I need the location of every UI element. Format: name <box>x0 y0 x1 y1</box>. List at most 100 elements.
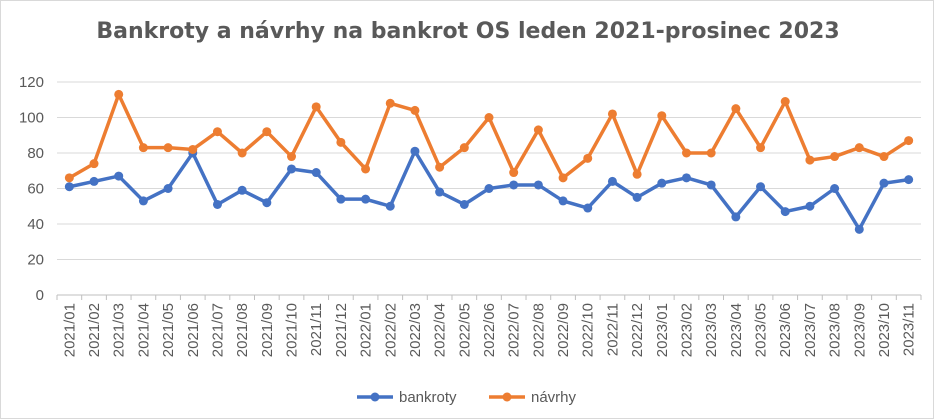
data-point <box>114 171 124 181</box>
data-point <box>336 194 346 204</box>
x-tick-label: 2022/12 <box>629 303 646 357</box>
x-tick-label: 2023/11 <box>901 303 918 356</box>
data-point <box>854 143 864 153</box>
data-point <box>509 168 519 178</box>
data-point <box>410 105 420 115</box>
data-point <box>163 184 173 193</box>
data-point <box>583 203 593 213</box>
series-line-1 <box>67 92 911 180</box>
data-point <box>385 201 395 211</box>
x-tick-label: 2021/05 <box>160 303 177 357</box>
data-point <box>212 127 222 137</box>
data-point <box>805 155 815 165</box>
data-point <box>583 153 593 163</box>
data-point <box>904 136 914 146</box>
x-tick-label: 2021/09 <box>259 303 276 357</box>
data-point <box>435 187 445 197</box>
y-tick-label: 100 <box>19 110 44 127</box>
x-tick-label: 2023/03 <box>703 303 720 357</box>
data-point <box>89 176 99 186</box>
data-point <box>459 199 469 209</box>
data-point <box>632 192 642 202</box>
data-point <box>138 143 148 153</box>
data-point <box>558 173 568 183</box>
y-tick-label: 0 <box>36 287 44 304</box>
data-point <box>237 185 247 195</box>
data-point <box>138 196 148 206</box>
x-tick-label: 2023/08 <box>827 303 844 357</box>
data-point <box>361 164 371 174</box>
x-tick-label: 2022/08 <box>530 303 547 357</box>
data-point <box>780 97 790 107</box>
legend: bankroty návrhy <box>357 389 577 406</box>
data-point <box>89 159 99 169</box>
data-point <box>657 178 667 188</box>
data-point <box>731 104 741 114</box>
data-point <box>533 125 543 135</box>
data-point <box>681 173 691 183</box>
x-tick-label: 2021/11 <box>308 303 325 356</box>
data-point <box>509 180 519 190</box>
x-tick-label: 2021/01 <box>61 303 78 357</box>
x-tick-label: 2023/05 <box>753 303 770 357</box>
data-point <box>311 168 321 178</box>
axes: 0 20 40 60 80 100 120 2021/01 2021/02 2021/03 2021… <box>19 74 922 357</box>
data-point <box>632 169 642 179</box>
data-point <box>237 148 247 158</box>
y-tick-label: 80 <box>27 145 44 162</box>
x-tick-label: 2023/02 <box>678 303 695 357</box>
data-point <box>533 180 543 190</box>
x-tick-label: 2022/10 <box>580 303 597 357</box>
data-point <box>607 109 617 119</box>
data-point <box>114 89 124 99</box>
x-tick-label: 2021/02 <box>86 303 103 357</box>
chart-title: Bankroty a návrhy na bankrot OS leden 20… <box>96 19 840 44</box>
data-point <box>657 111 667 121</box>
data-point <box>484 113 494 122</box>
data-point <box>163 143 173 153</box>
data-point <box>706 180 716 190</box>
data-point <box>854 224 864 234</box>
data-point <box>212 199 222 209</box>
x-tick-label: 2023/06 <box>777 303 794 357</box>
y-tick-label: 60 <box>27 181 44 198</box>
x-tick-label: 2022/01 <box>358 303 375 357</box>
data-point <box>756 143 766 153</box>
y-tick-label: 20 <box>27 252 44 269</box>
x-tick-label: 2022/02 <box>382 303 399 357</box>
x-tick-label: 2023/09 <box>851 303 868 357</box>
data-point <box>262 198 272 208</box>
x-tick-label: 2021/03 <box>111 303 128 357</box>
data-point <box>361 194 371 204</box>
x-tick-label: 2021/07 <box>209 303 226 357</box>
data-point <box>262 127 272 137</box>
x-tick-label: 2023/04 <box>728 303 745 357</box>
y-tick-label: 40 <box>27 216 44 233</box>
data-point <box>484 184 494 193</box>
legend-label: návrhy <box>531 389 577 406</box>
data-point <box>706 148 716 158</box>
data-point <box>435 162 445 172</box>
x-tick-label: 2022/09 <box>555 303 572 357</box>
data-point <box>805 201 815 211</box>
x-tick-label: 2022/04 <box>432 303 449 357</box>
x-tick-label: 2023/01 <box>654 303 671 357</box>
data-point <box>336 137 346 147</box>
x-tick-label: 2022/03 <box>407 303 424 357</box>
data-point <box>459 143 469 153</box>
data-point <box>287 152 297 162</box>
legend-swatch-marker <box>370 392 380 402</box>
legend-swatch-marker <box>502 392 512 402</box>
x-tick-label: 2021/04 <box>135 303 152 357</box>
data-point <box>385 98 395 108</box>
x-tick-label: 2023/10 <box>876 303 893 357</box>
data-point <box>287 164 297 174</box>
data-point <box>681 148 691 158</box>
data-point <box>558 196 568 206</box>
data-point <box>311 102 321 112</box>
x-tick-label: 2021/12 <box>333 303 350 357</box>
data-point <box>879 152 889 162</box>
data-point <box>64 182 74 192</box>
